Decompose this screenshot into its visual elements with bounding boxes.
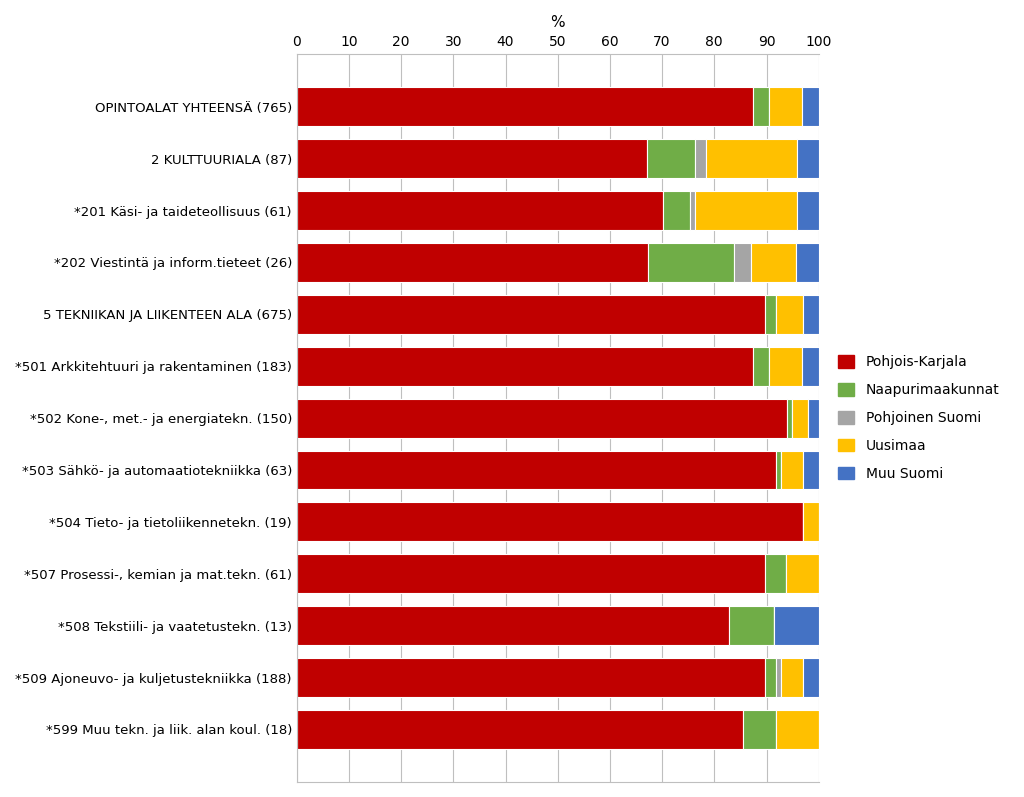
X-axis label: %: % [551,15,565,30]
Bar [766,658,776,697]
Bar [706,139,797,178]
Bar [297,502,803,541]
Bar [797,139,819,178]
Bar [769,347,802,386]
Bar [797,191,819,230]
Bar [765,555,786,593]
Bar [775,710,819,749]
Bar [663,191,689,230]
Bar [648,243,733,282]
Bar [695,191,797,230]
Bar [796,243,819,282]
Bar [776,450,781,489]
Bar [774,607,819,645]
Bar [769,88,802,126]
Bar [776,295,803,334]
Bar [776,658,781,697]
Bar [781,450,803,489]
Bar [753,88,769,126]
Legend: Pohjois-Karjala, Naapurimaakunnat, Pohjoinen Suomi, Uusimaa, Muu Suomi: Pohjois-Karjala, Naapurimaakunnat, Pohjo… [830,348,1007,488]
Bar [803,658,819,697]
Bar [297,139,646,178]
Bar [733,243,751,282]
Bar [297,555,765,593]
Bar [803,502,819,541]
Bar [808,398,819,438]
Bar [297,191,663,230]
Bar [297,607,729,645]
Bar [297,450,776,489]
Bar [743,710,775,749]
Bar [803,295,819,334]
Bar [751,243,796,282]
Bar [729,607,774,645]
Bar [781,658,803,697]
Bar [297,88,753,126]
Bar [689,191,695,230]
Bar [802,347,819,386]
Bar [297,243,648,282]
Bar [803,450,819,489]
Bar [753,347,769,386]
Bar [793,398,808,438]
Bar [787,398,793,438]
Bar [297,347,753,386]
Bar [766,295,776,334]
Bar [695,139,706,178]
Bar [802,88,819,126]
Bar [297,398,787,438]
Bar [297,295,766,334]
Bar [297,658,766,697]
Bar [786,555,819,593]
Bar [297,710,743,749]
Bar [646,139,695,178]
